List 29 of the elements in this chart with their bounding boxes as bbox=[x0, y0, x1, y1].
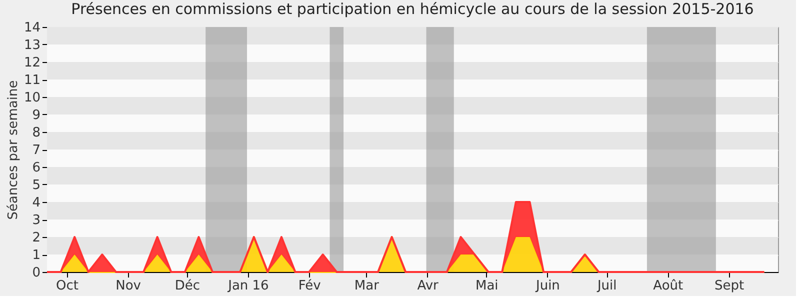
x-tick-label: Mai bbox=[475, 278, 498, 294]
x-tick-label: Mar bbox=[354, 278, 380, 294]
y-tick-label: 14 bbox=[24, 20, 40, 36]
y-tick-label: 4 bbox=[32, 196, 40, 210]
x-tick-label: Fév bbox=[298, 278, 322, 294]
y-tick-label: 7 bbox=[32, 143, 40, 158]
y-tick-label: 13 bbox=[24, 38, 40, 53]
y-tick-label: 5 bbox=[32, 178, 40, 193]
y-tick-label: 1 bbox=[32, 248, 40, 263]
y-axis-title: Séances par semaine bbox=[6, 80, 21, 220]
x-tick-label: Déc bbox=[174, 278, 200, 294]
x-tick-label: Août bbox=[653, 278, 684, 294]
x-tick-label: Juin bbox=[535, 278, 560, 294]
x-tick-label: Nov bbox=[116, 278, 142, 294]
y-tick-label: 10 bbox=[24, 90, 40, 106]
x-tick-label: Avr bbox=[417, 278, 440, 294]
x-tick-label: Jan 16 bbox=[227, 278, 269, 294]
x-tick-label: Sept bbox=[714, 278, 744, 294]
y-tick-label: 11 bbox=[24, 73, 40, 88]
y-tick-label: 0 bbox=[32, 266, 40, 280]
y-tick-label: 8 bbox=[32, 126, 40, 140]
chart-title: Présences en commissions et participation en hémicycle au cours de la session 2015-2016 bbox=[71, 0, 754, 18]
x-tick-label: Oct bbox=[56, 278, 78, 294]
y-tick-label: 6 bbox=[32, 160, 40, 176]
x-tick-label: Juil bbox=[596, 278, 617, 294]
y-tick-label: 3 bbox=[32, 213, 40, 228]
y-tick-label: 12 bbox=[24, 56, 40, 70]
y-tick-label: 2 bbox=[32, 230, 40, 246]
y-tick-label: 9 bbox=[32, 108, 40, 123]
